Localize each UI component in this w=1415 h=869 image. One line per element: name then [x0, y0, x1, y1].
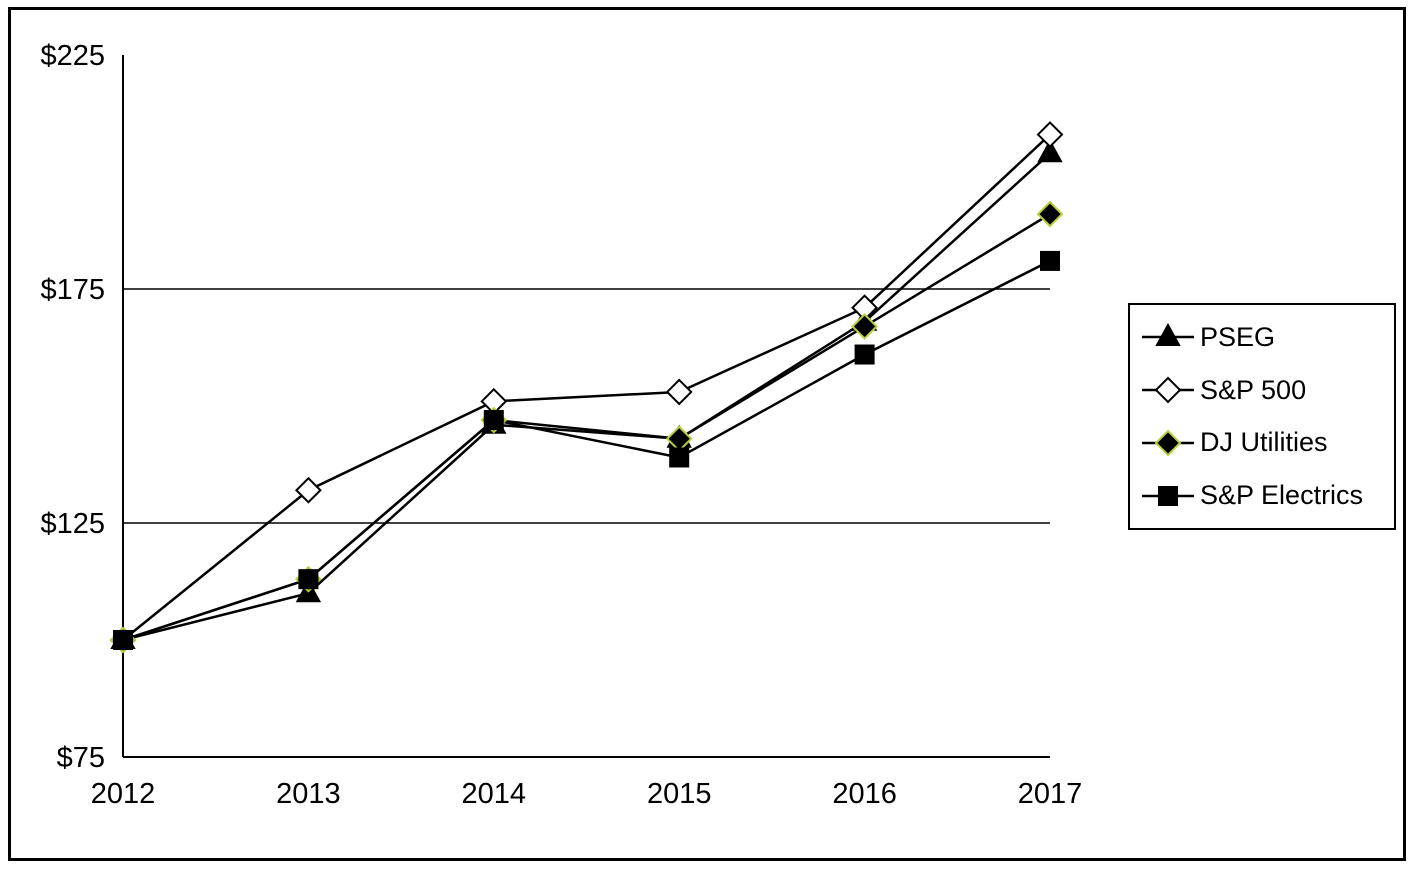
legend-item-pseg: PSEG [1140, 312, 1394, 362]
chart-legend: PSEG S&P 500 DJ Utilities S&P Electrics [1128, 303, 1396, 530]
sp500-open-diamond-marker-icon [1142, 376, 1194, 404]
dj-utilities-diamond-marker-icon [1142, 429, 1194, 457]
svg-text:2014: 2014 [462, 778, 527, 810]
legend-item-sp-electrics: S&P Electrics [1140, 471, 1394, 521]
legend-label-sp500: S&P 500 [1200, 374, 1307, 405]
legend-label-pseg: PSEG [1200, 321, 1276, 352]
pseg-triangle-marker-icon [1142, 323, 1194, 347]
legend-item-sp500: S&P 500 [1140, 365, 1394, 415]
svg-text:$75: $75 [57, 742, 105, 774]
legend-label-sp-electrics: S&P Electrics [1200, 480, 1364, 511]
svg-text:$125: $125 [40, 508, 105, 540]
svg-text:$175: $175 [40, 274, 105, 306]
sp-electrics-square-marker-icon [1142, 485, 1194, 506]
svg-text:2017: 2017 [1018, 778, 1083, 810]
legend-label-dj-utilities: DJ Utilities [1200, 427, 1328, 458]
svg-text:2015: 2015 [647, 778, 712, 810]
svg-text:2013: 2013 [276, 778, 341, 810]
svg-text:2016: 2016 [832, 778, 897, 810]
legend-item-dj-utilities: DJ Utilities [1140, 418, 1394, 468]
svg-text:$225: $225 [40, 40, 105, 72]
svg-text:2012: 2012 [91, 778, 156, 810]
